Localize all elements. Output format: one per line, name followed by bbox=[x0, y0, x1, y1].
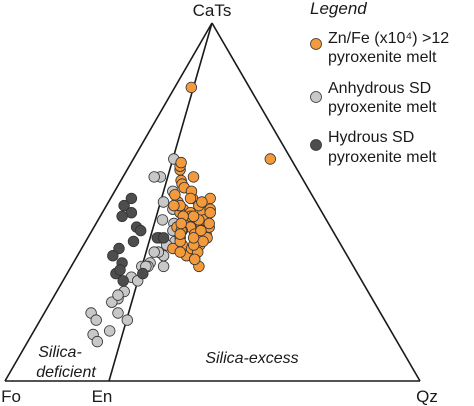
data-point-zn-fe-36 bbox=[169, 189, 181, 201]
data-point-zn-fe-48 bbox=[175, 217, 187, 230]
data-point-zn-fe-61 bbox=[187, 232, 200, 244]
legend-label-hydrous-2: pyroxenite melt bbox=[328, 149, 437, 166]
data-point-zn-fe-51 bbox=[184, 192, 197, 205]
data-point-zn-fe-53 bbox=[196, 196, 208, 208]
legend-label-zn-fe-2: pyroxenite melt bbox=[328, 49, 437, 66]
data-point-zn-fe-49 bbox=[174, 228, 186, 240]
data-point-anhydrous-26 bbox=[156, 214, 169, 226]
data-point-zn-fe-55 bbox=[195, 224, 207, 237]
legend-label-anhydrous-2: pyroxenite melt bbox=[328, 99, 437, 116]
data-point-zn-fe-46 bbox=[203, 217, 215, 230]
data-point-anhydrous-9 bbox=[157, 260, 170, 273]
vertex-label-cats: CaTs bbox=[193, 1, 232, 20]
data-point-zn-fe-0 bbox=[264, 153, 277, 165]
region-label-silica-deficient-2: deficient bbox=[36, 364, 96, 381]
legend: Legend Zn/Fe (x10⁴) >12 pyroxenite melt … bbox=[310, 0, 449, 166]
data-point-anhydrous-31 bbox=[148, 246, 160, 258]
vertex-label-fo: Fo bbox=[1, 387, 21, 406]
data-point-anhydrous-24 bbox=[112, 307, 124, 319]
data-point-hydrous-11 bbox=[114, 264, 126, 276]
legend-label-hydrous-1: Hydrous SD bbox=[328, 129, 414, 146]
legend-label-anhydrous-1: Anhydrous SD bbox=[328, 80, 431, 97]
data-point-hydrous-1 bbox=[118, 199, 130, 212]
data-point-anhydrous-23 bbox=[121, 314, 134, 326]
data-point-hydrous-15 bbox=[117, 275, 129, 287]
edge-cats-qz bbox=[211, 22, 421, 382]
edge-cats-fo bbox=[4, 22, 213, 382]
data-point-zn-fe-1 bbox=[185, 81, 198, 94]
data-point-anhydrous-25 bbox=[112, 289, 124, 301]
legend-marker-hydrous bbox=[310, 139, 322, 151]
data-point-anhydrous-5 bbox=[157, 196, 170, 208]
data-point-zn-fe-54 bbox=[187, 210, 200, 223]
data-points bbox=[85, 81, 277, 348]
legend-marker-anhydrous bbox=[310, 91, 322, 103]
region-label-silica-deficient-1: Silica- bbox=[38, 344, 82, 361]
region-label-silica-excess: Silica-excess bbox=[205, 350, 298, 367]
data-point-zn-fe-41 bbox=[174, 246, 186, 258]
legend-title: Legend bbox=[310, 0, 367, 18]
data-point-hydrous-5 bbox=[134, 224, 147, 237]
data-point-anhydrous-22 bbox=[91, 335, 104, 348]
data-point-zn-fe-50 bbox=[168, 199, 180, 212]
data-point-anhydrous-2 bbox=[148, 171, 160, 183]
data-point-hydrous-14 bbox=[137, 267, 149, 280]
data-point-zn-fe-4 bbox=[175, 156, 187, 169]
vertex-label-qz: Qz bbox=[416, 387, 438, 406]
data-point-anhydrous-21 bbox=[103, 325, 116, 337]
data-point-hydrous-3 bbox=[116, 210, 128, 223]
data-point-zn-fe-45 bbox=[204, 206, 216, 219]
data-point-hydrous-8 bbox=[107, 249, 119, 262]
legend-marker-zn-fe bbox=[310, 38, 322, 50]
data-point-anhydrous-19 bbox=[90, 314, 102, 326]
vertex-label-en: En bbox=[92, 387, 113, 406]
data-point-hydrous-0 bbox=[125, 192, 138, 205]
data-point-hydrous-6 bbox=[127, 235, 140, 248]
data-point-hydrous-7 bbox=[113, 242, 125, 255]
data-point-zn-fe-59 bbox=[188, 253, 201, 265]
data-point-hydrous-13 bbox=[157, 232, 170, 244]
legend-label-zn-fe-1: Zn/Fe (x10⁴) >12 bbox=[328, 30, 449, 47]
data-point-zn-fe-7 bbox=[187, 171, 200, 183]
